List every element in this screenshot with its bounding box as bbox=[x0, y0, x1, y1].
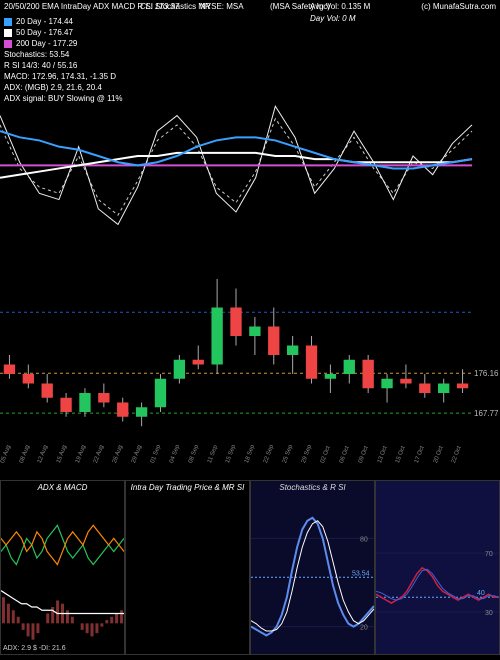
svg-text:167.77: 167.77 bbox=[474, 409, 499, 418]
svg-text:53.54: 53.54 bbox=[352, 570, 370, 577]
swatch-200d bbox=[4, 40, 12, 48]
header-ticker: NYSE: MSA bbox=[200, 2, 244, 11]
swatch-50d bbox=[4, 29, 12, 37]
close-price: CL: 173.37 bbox=[140, 2, 179, 11]
svg-text:30: 30 bbox=[485, 610, 493, 617]
svg-text:80: 80 bbox=[360, 536, 368, 543]
swatch-20d bbox=[4, 18, 12, 26]
stoch-label: Stochastics: 53.54 bbox=[4, 49, 69, 60]
adx-macd-panel[interactable]: ADX & MACD ADX: 2.9 $ -DI: 21.6 bbox=[0, 480, 125, 655]
date-axis: 05 Aug08 Aug12 Aug15 Aug19 Aug22 Aug26 A… bbox=[0, 450, 470, 470]
intraday-panel[interactable]: Intra Day Trading Price & MR SI bbox=[125, 480, 250, 655]
adx-footer: ADX: 2.9 $ -DI: 21.6 bbox=[3, 645, 122, 652]
header-indicators: 20/50/200 EMA IntraDay ADX MACD R SI Sto… bbox=[4, 2, 211, 16]
avg-volume: Avg Vol: 0.135 M bbox=[310, 2, 370, 11]
svg-text:70: 70 bbox=[485, 551, 493, 558]
ma-panel[interactable] bbox=[0, 100, 500, 240]
sub-panel-row: ADX & MACD ADX: 2.9 $ -DI: 21.6 Intra Da… bbox=[0, 480, 500, 655]
indicator-legend: 20 Day - 174.44 50 Day - 176.47 200 Day … bbox=[4, 16, 123, 104]
ema20-label: 20 Day - 174.44 bbox=[16, 16, 73, 27]
rsi-panel[interactable]: 30 70 40 bbox=[375, 480, 500, 655]
adx-label: ADX: (MGB) 2.9, 21.6, 20.4 bbox=[4, 82, 102, 93]
adx-title: ADX & MACD bbox=[1, 483, 124, 492]
macd-label: MACD: 172.96, 174.31, -1.35 D bbox=[4, 71, 116, 82]
stochastics-panel[interactable]: Stochastics & R SI 20 80 53.54 bbox=[250, 480, 375, 655]
stoch-title: Stochastics & R SI bbox=[251, 483, 374, 492]
day-volume: Day Vol: 0 M bbox=[310, 14, 356, 23]
svg-text:40: 40 bbox=[477, 590, 485, 597]
intraday-title: Intra Day Trading Price & MR SI bbox=[126, 483, 249, 492]
price-panel[interactable]: 176.16 167.77 bbox=[0, 260, 500, 450]
ema200-label: 200 Day - 177.29 bbox=[16, 38, 77, 49]
ema50-label: 50 Day - 176.47 bbox=[16, 27, 73, 38]
svg-text:20: 20 bbox=[360, 625, 368, 632]
header-site: (c) MunafaSutra.com bbox=[421, 2, 496, 16]
rsi-label: R SI 14/3: 40 / 55.16 bbox=[4, 60, 77, 71]
svg-text:176.16: 176.16 bbox=[474, 369, 499, 378]
